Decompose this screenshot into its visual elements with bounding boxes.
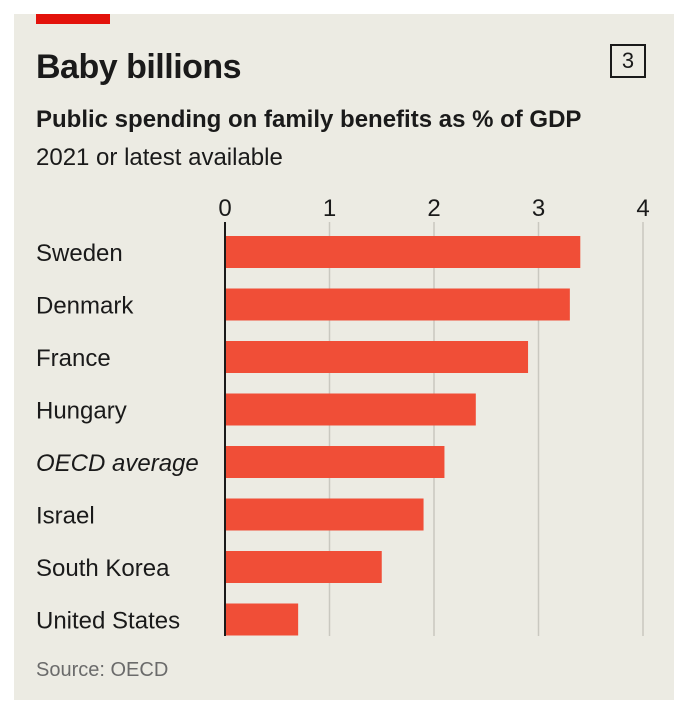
category-label-denmark: Denmark <box>36 293 134 320</box>
x-tick-label-3: 3 <box>532 195 545 222</box>
bar-israel <box>225 498 424 531</box>
chart-card: Baby billions 3 Public spending on famil… <box>14 14 674 700</box>
chart-subtitle: Public spending on family benefits as % … <box>36 106 582 133</box>
chart-number-badge: 3 <box>610 44 646 78</box>
category-label-israel: Israel <box>36 503 95 530</box>
x-tick-label-1: 1 <box>323 195 336 222</box>
category-label-south-korea: South Korea <box>36 555 170 582</box>
bar-denmark <box>225 288 570 321</box>
bar-united-states <box>225 603 299 636</box>
bar-hungary <box>225 393 476 426</box>
bar-oecd-average <box>225 446 445 478</box>
category-label-hungary: Hungary <box>36 398 127 425</box>
category-label-united-states: United States <box>36 608 180 635</box>
source-note: Source: OECD <box>36 659 169 681</box>
category-label-sweden: Sweden <box>36 240 123 267</box>
x-tick-label-0: 0 <box>218 195 231 222</box>
chart-subtitle-date: 2021 or latest available <box>36 144 283 171</box>
bar-sweden <box>225 236 581 268</box>
category-label-france: France <box>36 345 111 372</box>
bar-south-korea <box>225 551 382 583</box>
x-tick-label-4: 4 <box>636 195 649 222</box>
bar-france <box>225 341 529 373</box>
x-tick-label-2: 2 <box>427 195 440 222</box>
brand-red-tag <box>36 14 110 24</box>
chart-title: Baby billions <box>36 48 242 86</box>
category-label-oecd-average: OECD average <box>36 450 199 477</box>
